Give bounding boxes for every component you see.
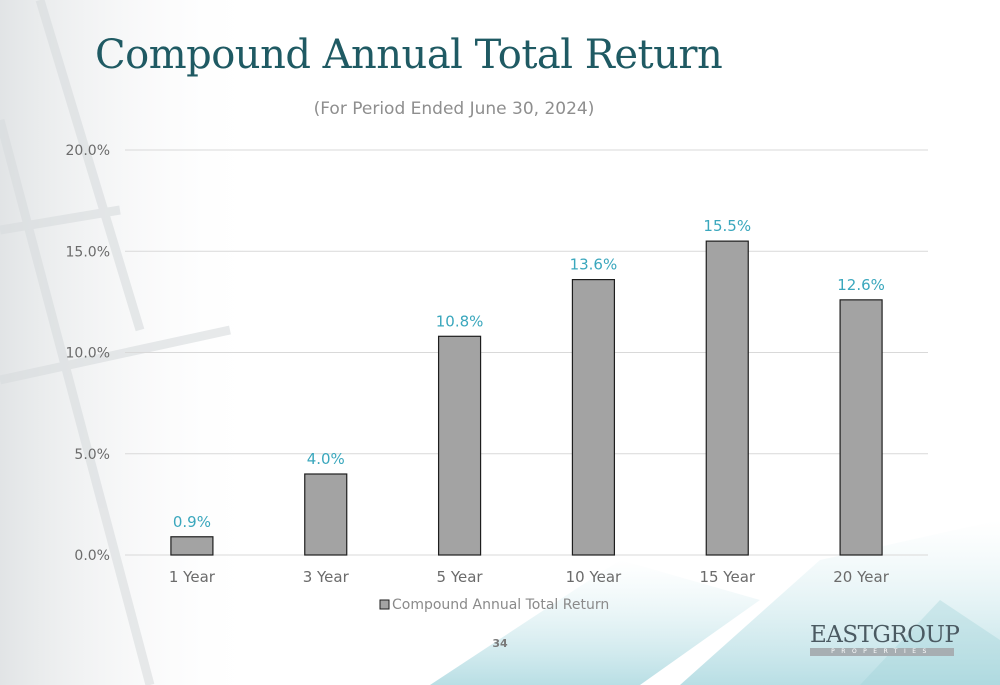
data-label: 15.5% (703, 217, 751, 235)
y-tick-label: 15.0% (66, 244, 110, 260)
x-tick-label: 5 Year (437, 568, 484, 586)
data-label: 4.0% (307, 450, 345, 468)
legend-label: Compound Annual Total Return (392, 597, 609, 613)
data-label: 0.9% (173, 513, 211, 531)
logo-name: EASTGROUP (810, 622, 960, 648)
bar (304, 473, 348, 556)
x-tick-label: 20 Year (833, 568, 889, 586)
bar (705, 240, 749, 556)
x-tick-label: 10 Year (566, 568, 622, 586)
data-label: 12.6% (837, 276, 885, 294)
legend-swatch (379, 599, 390, 610)
page-subtitle: (For Period Ended June 30, 2024) (313, 99, 595, 119)
x-tick-label: 3 Year (303, 568, 350, 586)
x-tick-label: 1 Year (169, 568, 216, 586)
bar (839, 299, 883, 556)
y-tick-label: 10.0% (66, 346, 110, 362)
data-label: 10.8% (436, 312, 484, 330)
page-number: 34 (492, 637, 508, 650)
x-tick-label: 15 Year (699, 568, 755, 586)
bar (571, 279, 616, 556)
logo-subtitle: PROPERTIES (810, 648, 954, 656)
y-tick-label: 5.0% (74, 447, 110, 463)
bar (170, 536, 214, 556)
y-tick-label: 0.0% (74, 548, 110, 564)
y-tick-label: 20.0% (66, 143, 110, 159)
page-title: Compound Annual Total Return (95, 32, 723, 78)
bar (437, 335, 482, 556)
eastgroup-logo: EASTGROUP PROPERTIES (808, 622, 960, 658)
data-label: 13.6% (570, 256, 618, 274)
